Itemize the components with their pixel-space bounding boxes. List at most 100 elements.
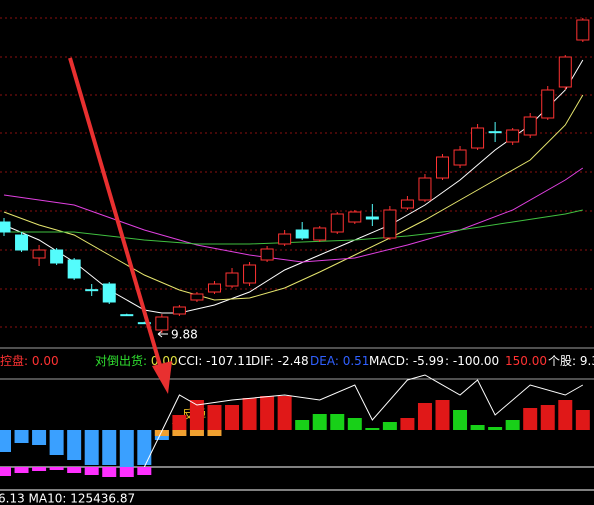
- indicator: 个股: 9.3: [548, 354, 594, 368]
- histogram-bar: [172, 415, 187, 430]
- candle-body: [102, 283, 116, 303]
- histogram-bar: [102, 430, 117, 465]
- low-pointer-head: [157, 330, 163, 338]
- histogram-bar: [14, 467, 29, 473]
- arrow-shaft: [68, 57, 164, 373]
- indicator-value: 9.3: [580, 354, 594, 368]
- indicator-line: [3, 59, 584, 314]
- indicator-line: [4, 209, 583, 245]
- arrow-head: [152, 361, 172, 394]
- histogram-bar: [277, 396, 292, 430]
- indicator-label: DEA:: [310, 354, 339, 368]
- candle-body: [0, 221, 11, 233]
- indicator-label: CCI:: [178, 354, 202, 368]
- candle-body: [488, 131, 502, 134]
- histogram-bar: [540, 405, 555, 430]
- candle-body: [15, 234, 29, 251]
- indicator-label: :: [445, 354, 449, 368]
- histogram-bar: [330, 414, 345, 430]
- histogram-bar: [32, 467, 47, 471]
- histogram-bar: [172, 430, 187, 436]
- histogram-bar: [189, 430, 204, 436]
- candle-body: [541, 89, 555, 119]
- candle-body: [558, 56, 572, 88]
- histogram-bar: [558, 400, 573, 430]
- histogram-bar: [119, 430, 134, 468]
- histogram-bar: [470, 425, 485, 430]
- candle-body: [383, 209, 397, 239]
- histogram-bar: [137, 467, 152, 475]
- candle-body: [506, 129, 520, 143]
- histogram-bar: [67, 430, 82, 460]
- histogram-bar: [207, 430, 222, 436]
- indicator-value: 0.00: [32, 354, 59, 368]
- indicator-value: 0.51: [343, 354, 370, 368]
- histogram-bar: [312, 414, 327, 430]
- indicator-label: 对倒出货:: [95, 353, 147, 368]
- candle-body: [120, 314, 134, 317]
- candle-body: [576, 19, 590, 41]
- candle-body: [67, 259, 81, 279]
- histogram-bar: [453, 410, 468, 430]
- candle-body: [190, 293, 204, 301]
- indicator: CCI: -107.11: [178, 354, 253, 368]
- histogram-bar: [154, 430, 169, 436]
- candle-body: [260, 248, 274, 261]
- histogram-bar: [0, 467, 11, 476]
- histogram-bar: [435, 400, 450, 430]
- indicator-value: 150.00: [505, 354, 547, 368]
- low-label: 9.88: [171, 328, 198, 342]
- candle-body: [418, 177, 432, 201]
- footer-text: 6.13 MA10: 125436.87: [0, 492, 135, 505]
- indicator: 控盘: 0.00: [0, 353, 59, 368]
- candle-body: [137, 322, 151, 325]
- histogram-bar: [189, 400, 204, 430]
- indicator-value: -107.11: [206, 354, 252, 368]
- candle-body: [471, 127, 485, 149]
- histogram-bar: [488, 427, 503, 430]
- indicator-label: 个股:: [548, 354, 576, 368]
- histogram-bar: [119, 467, 134, 477]
- histogram-bar: [84, 430, 99, 465]
- candle-body: [278, 233, 292, 245]
- histogram-bar: [84, 467, 99, 475]
- histogram-bar: [32, 430, 47, 445]
- indicator: : -100.00: [445, 354, 499, 368]
- histogram-bar: [347, 418, 362, 430]
- indicator-line: [143, 374, 584, 468]
- candle-body: [85, 289, 99, 292]
- indicator-label: DIF:: [251, 354, 274, 368]
- candle-body: [207, 283, 221, 293]
- histogram-bar: [207, 405, 222, 430]
- candle-body: [348, 211, 362, 223]
- candle-body: [50, 249, 64, 264]
- candle-body: [523, 116, 537, 136]
- indicator-label: 控盘:: [0, 353, 28, 368]
- indicator-value: -5.99: [413, 354, 444, 368]
- histogram-bar: [400, 418, 415, 430]
- histogram-bar: [295, 420, 310, 430]
- indicator-value: -100.00: [453, 354, 499, 368]
- indicator-value: -2.48: [278, 354, 309, 368]
- candle-body: [330, 213, 344, 233]
- candle-body: [400, 199, 414, 209]
- histogram-bar: [49, 430, 64, 455]
- annotation-arrow: [68, 57, 172, 394]
- histogram-bar: [67, 467, 82, 473]
- histogram-bar: [382, 422, 397, 430]
- indicator-label: MACD:: [369, 354, 409, 368]
- histogram-bar: [365, 428, 380, 430]
- histogram-bar: [242, 398, 257, 430]
- histogram-bar: [417, 403, 432, 430]
- indicator: 150.00: [505, 354, 547, 368]
- candle-body: [436, 156, 449, 179]
- candle-body: [295, 229, 309, 239]
- histogram-bar: [49, 467, 64, 470]
- candle-body: [313, 227, 327, 241]
- candle-body: [243, 264, 257, 284]
- histogram-bar: [505, 420, 520, 430]
- indicator-line: [3, 94, 584, 301]
- indicator: MACD: -5.99: [369, 354, 444, 368]
